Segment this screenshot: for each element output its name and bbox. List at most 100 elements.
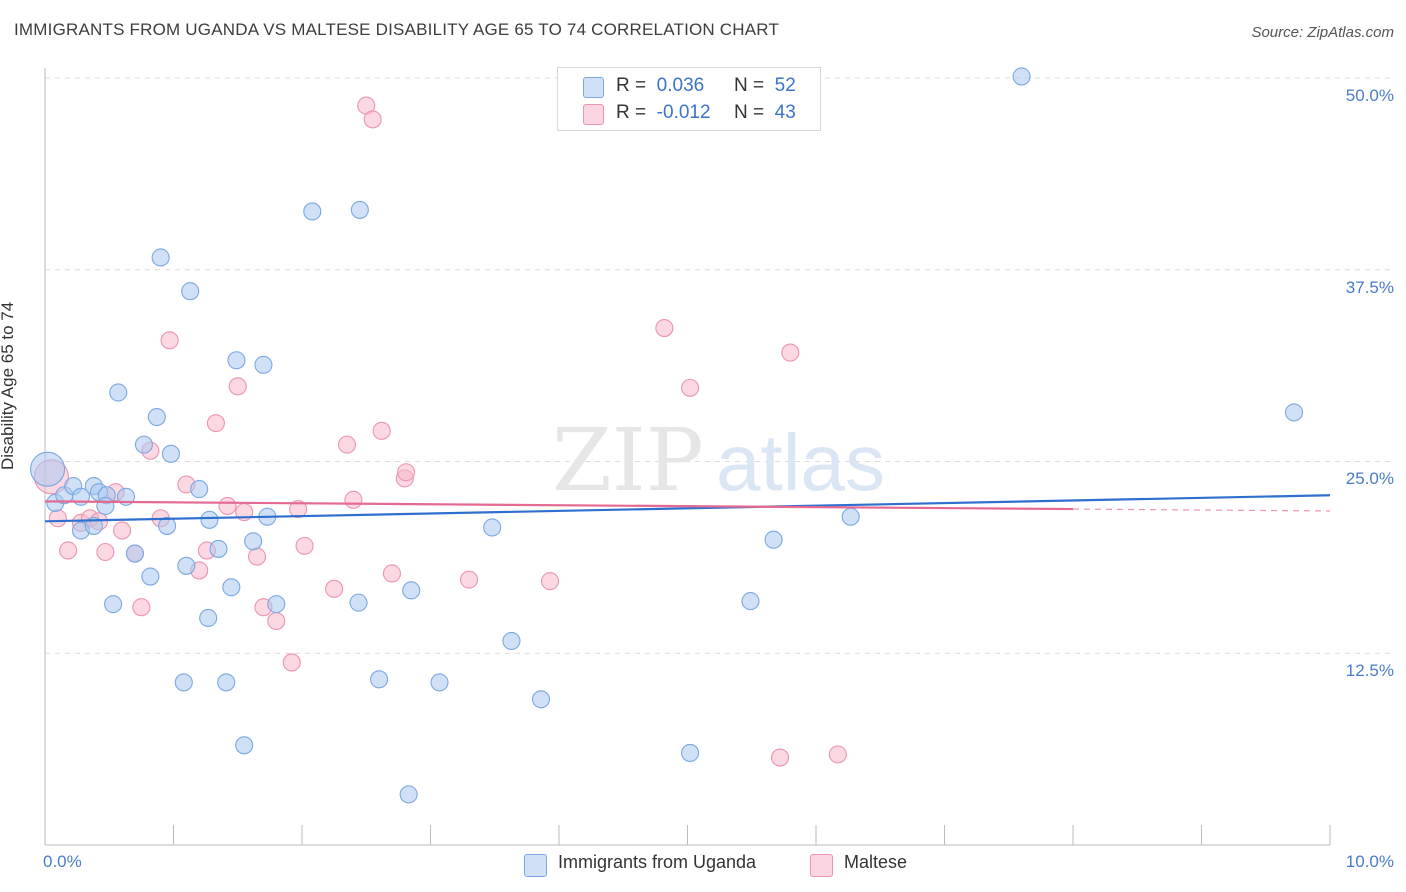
legend-swatch-blue — [583, 77, 604, 98]
legend-n-value: 43 — [774, 102, 796, 123]
maltese-point — [206, 414, 225, 433]
source-label: Source: ZipAtlas.com — [1251, 24, 1394, 41]
y-tick-label: 37.5% — [1345, 278, 1394, 297]
uganda-point — [244, 532, 263, 551]
uganda-point — [1012, 67, 1031, 86]
uganda-point — [502, 631, 521, 651]
legend-row-uganda: R = 0.036 N = 52 — [558, 73, 820, 101]
y-tick-label: 12.5% — [1345, 661, 1394, 680]
uganda-point — [84, 516, 103, 535]
maltese-trend-extension — [1072, 508, 1331, 512]
uganda-point — [227, 351, 246, 370]
legend-label-maltese: Maltese — [844, 852, 908, 872]
uganda-point — [681, 743, 700, 763]
uganda-point — [1284, 403, 1304, 422]
legend-r-value: 0.036 — [656, 75, 705, 96]
uganda-point — [349, 593, 368, 612]
y-tick-label: 25.0% — [1345, 469, 1394, 488]
watermark-atlas: atlas — [716, 418, 885, 507]
legend-label-uganda: Immigrants from Uganda — [558, 852, 757, 872]
uganda-point — [96, 496, 115, 516]
uganda-point — [303, 202, 322, 221]
maltese-point — [282, 653, 301, 672]
uganda-point — [141, 567, 160, 586]
maltese-point — [295, 536, 314, 555]
uganda-point — [177, 556, 196, 575]
legend-swatch-pink — [810, 854, 833, 877]
maltese-point — [459, 570, 479, 589]
maltese-point — [160, 331, 179, 350]
uganda-trend-line — [44, 494, 1331, 523]
uganda-point — [151, 248, 170, 267]
uganda-point — [222, 578, 241, 597]
legend-n-label: N = — [734, 102, 765, 123]
legend-r-value: -0.012 — [656, 102, 711, 123]
uganda-point — [104, 595, 123, 614]
maltese-point — [681, 378, 700, 397]
uganda-point — [267, 595, 286, 614]
uganda-point — [430, 673, 449, 692]
uganda-point — [254, 355, 273, 374]
maltese-point — [247, 547, 267, 566]
maltese-trend-line — [44, 500, 1074, 511]
uganda-point — [764, 530, 783, 549]
legend-swatch-blue — [524, 854, 547, 877]
maltese-point — [132, 598, 151, 617]
uganda-point — [217, 673, 236, 692]
uganda-point — [350, 200, 369, 219]
maltese-point — [655, 318, 674, 338]
maltese-point — [325, 579, 344, 598]
x-tick-label: 0.0% — [43, 852, 82, 871]
uganda-point — [199, 608, 218, 628]
uganda-point — [531, 690, 551, 709]
maltese-point — [770, 748, 790, 767]
uganda-point — [125, 544, 144, 563]
watermark-zip: ZIP — [552, 411, 704, 511]
uganda-point — [109, 383, 128, 402]
legend-r-label: R = — [616, 75, 647, 96]
maltese-point — [540, 572, 560, 591]
maltese-point — [228, 377, 247, 396]
uganda-point — [209, 539, 228, 558]
uganda-point — [158, 516, 177, 535]
uganda-point — [161, 444, 180, 463]
uganda-point — [134, 435, 153, 454]
uganda-point — [181, 282, 200, 301]
x-tick-label: 10.0% — [1345, 852, 1394, 871]
uganda-point — [30, 451, 66, 487]
legend-n-label: N = — [734, 75, 765, 96]
maltese-point — [363, 110, 382, 129]
chart-title: IMMIGRANTS FROM UGANDA VS MALTESE DISABI… — [14, 20, 780, 39]
y-axis-label: Disability Age 65 to 74 — [0, 301, 17, 470]
uganda-point — [147, 407, 166, 427]
y-tick-label: 50.0% — [1345, 86, 1394, 105]
maltese-point — [344, 490, 363, 509]
uganda-point — [741, 592, 760, 611]
uganda-point — [200, 510, 219, 529]
uganda-point — [190, 480, 209, 499]
uganda-point — [174, 673, 193, 692]
maltese-point — [96, 542, 115, 562]
uganda-point — [399, 785, 418, 804]
maltese-point — [218, 496, 237, 516]
maltese-point — [828, 745, 847, 764]
uganda-point — [841, 507, 860, 526]
maltese-point — [337, 435, 357, 454]
maltese-point — [113, 521, 132, 540]
legend-row-maltese: R = -0.012 N = 43 — [558, 100, 820, 128]
uganda-point — [370, 670, 389, 689]
uganda-point — [235, 736, 254, 755]
legend-n-value: 52 — [774, 75, 796, 96]
uganda-point — [402, 581, 421, 600]
maltese-point — [59, 541, 78, 560]
legend-swatch-pink — [583, 104, 604, 125]
maltese-point — [48, 509, 67, 528]
legend-r-label: R = — [616, 102, 647, 123]
maltese-point — [397, 463, 416, 482]
maltese-point — [267, 611, 286, 631]
correlation-legend: R = 0.036 N = 52 R = -0.012 N = 43 — [557, 67, 821, 131]
maltese-point — [781, 343, 800, 362]
maltese-point — [382, 564, 402, 583]
maltese-point — [372, 421, 391, 440]
